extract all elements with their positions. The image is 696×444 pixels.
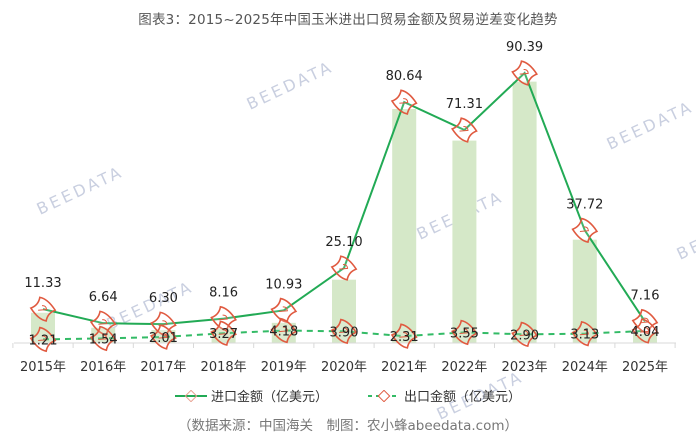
data-markers [29,60,659,353]
x-axis-label: 2019年 [261,360,307,375]
import-value-label: 6.30 [149,291,178,306]
export-value-label: 3.13 [570,328,599,343]
export-value-label: 1.21 [29,333,58,348]
watermark-text: BEEDATA [604,97,696,154]
deficit-bar [151,330,176,343]
x-axis-label: 2015年 [20,360,66,375]
watermark-text: BEEDATA [674,207,696,264]
deficit-bar [512,81,537,343]
import-value-label: 11.33 [24,276,61,291]
money-marker-icon [150,324,177,350]
export-value-label: 3.27 [209,327,238,342]
x-axis-label: 2023年 [502,360,548,375]
money-marker-icon [631,318,659,344]
deficit-bars [31,81,657,343]
money-marker-icon [210,320,237,346]
import-line [42,71,646,326]
export-value-label: 3.90 [330,325,359,340]
deficit-bar [452,140,477,343]
export-line [42,329,646,341]
money-marker-icon [270,317,298,344]
money-marker-icon [29,326,57,353]
export-value-label: 2.90 [510,328,539,343]
x-axis-label: 2016年 [80,360,126,375]
money-marker-icon [89,310,117,336]
x-axis-label: 2022年 [441,360,487,375]
x-axis-ticks [12,343,676,348]
legend-item-import[interactable]: 进口金额（亿美元） [174,386,328,405]
data-source-note: （数据来源：中国海关 制图：农小蜂abeedata.com） [178,418,518,434]
import-value-label: 71.31 [446,97,483,112]
money-marker-icon [330,255,358,281]
x-axis-label: 2017年 [140,360,186,375]
import-value-label: 80.64 [386,69,423,84]
data-labels: 11.33 6.64 6.30 8.16 10.93 25.10 80.64 71.31 90.… [24,40,659,348]
export-value-label: 1.54 [89,332,118,347]
money-marker-icon [390,89,418,115]
money-marker-icon [29,296,57,322]
legend-import-swatch-icon [174,389,207,402]
money-marker-icon [571,217,599,244]
export-value-label: 2.01 [149,331,178,346]
money-marker-icon [89,325,117,352]
legend-export-swatch-icon [368,389,400,402]
x-axis-labels: 2015年 2016年 2017年 2018年 2019年 2020年 2021年 2022年… [20,360,668,375]
money-marker-icon [210,305,237,332]
deficit-bar [392,109,417,343]
legend-export-label: 出口金额（亿美元） [404,390,522,405]
money-marker-icon [451,319,478,346]
watermark-text: BEEDATA [244,57,337,114]
import-value-label: 7.16 [631,289,660,304]
import-value-label: 90.39 [506,40,543,55]
x-axis-label: 2024年 [562,360,608,375]
export-value-label: 4.18 [269,325,298,340]
watermark-text: BEEDATA [34,162,127,219]
deficit-bar [633,333,657,343]
import-value-label: 10.93 [265,277,302,292]
export-value-label: 3.55 [450,326,479,341]
x-axis-label: 2021年 [381,360,427,375]
x-axis-label: 2025年 [622,360,668,375]
money-marker-icon [390,323,418,349]
deficit-bar [572,239,597,343]
money-marker-icon [451,117,478,143]
import-value-label: 6.64 [89,290,118,305]
legend-import-label: 进口金额（亿美元） [210,390,328,405]
legend-item-export[interactable]: 出口金额（亿美元） [368,386,521,405]
import-value-label: 37.72 [566,197,603,212]
export-value-label: 4.04 [631,325,660,340]
x-axis-label: 2018年 [201,360,247,375]
import-value-label: 8.16 [209,286,238,301]
money-marker-icon [511,321,538,348]
money-marker-icon [511,60,538,86]
legend: 进口金额（亿美元） 出口金额（亿美元） [0,386,696,405]
chart-title: 图表3：2015~2025年中国玉米进出口贸易金额及贸易逆差变化趋势 [138,12,558,28]
money-marker-icon [571,320,599,347]
x-axis-label: 2020年 [321,360,367,375]
money-marker-icon [330,318,358,345]
import-value-label: 25.10 [325,235,362,250]
export-value-label: 2.31 [390,330,419,345]
